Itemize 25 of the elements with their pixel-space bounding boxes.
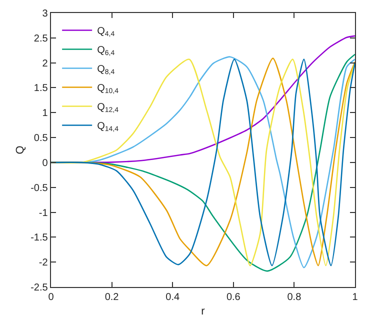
x-tick-label: 1 xyxy=(352,292,358,304)
y-axis-title: Q xyxy=(14,145,26,154)
x-tick-label: 0.6 xyxy=(226,292,241,304)
legend-label: Q$_{8,4}$ xyxy=(97,64,115,76)
y-tick-label: 1.5 xyxy=(34,83,48,94)
y-tick-label: -1 xyxy=(38,208,48,219)
y-tick-label: -2.5 xyxy=(30,282,48,294)
x-tick-label: 0.4 xyxy=(166,292,180,304)
x-axis-title: r xyxy=(201,305,206,318)
legend-label: Q$_{12,4}$ xyxy=(97,102,119,114)
y-tick-label: -1.5 xyxy=(30,232,48,244)
x-tick-label: 0.8 xyxy=(287,292,302,304)
y-tick-label: -0.5 xyxy=(30,182,48,194)
legend-label: Q$_{6,4}$ xyxy=(97,45,115,58)
y-tick-label: 1 xyxy=(42,108,48,120)
y-tick-label: 2.5 xyxy=(34,33,48,44)
y-tick-label: -2 xyxy=(38,258,48,269)
x-tick-label: 0.2 xyxy=(104,292,120,304)
y-tick-label: 0 xyxy=(42,158,48,169)
y-tick-label: 3 xyxy=(42,8,48,20)
y-tick-label: 0.5 xyxy=(34,133,48,144)
legend-label: Q$_{4,4}$ xyxy=(97,26,115,38)
legend-label: Q$_{10,4}$ xyxy=(97,83,119,96)
legend-label: Q$_{14,4}$ xyxy=(97,121,119,134)
y-tick-label: 2 xyxy=(42,58,48,70)
